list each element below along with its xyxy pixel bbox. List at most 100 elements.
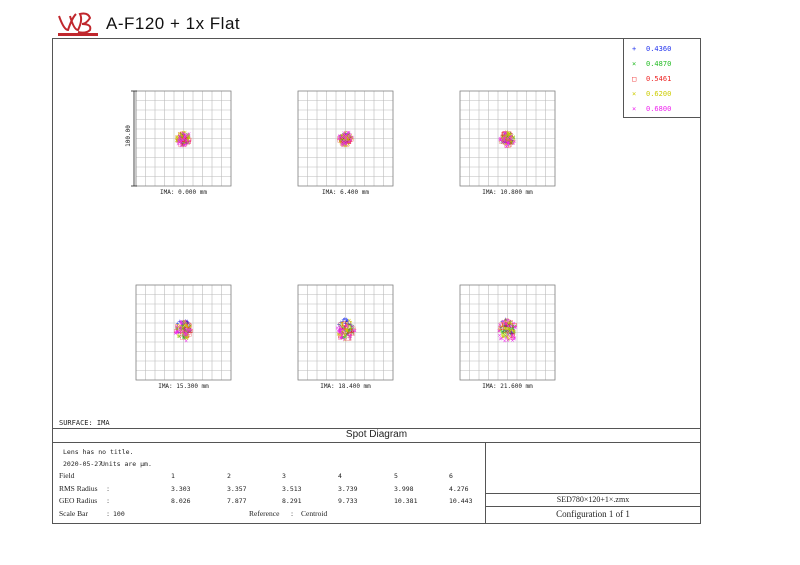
spot-point: × [501, 319, 505, 325]
spot-point: + [187, 326, 191, 332]
panel-label: IMA: 15.300 mm [158, 383, 209, 390]
spot-point: × [184, 336, 188, 342]
spot-point: × [498, 336, 502, 342]
spot-point: × [179, 132, 183, 138]
spot-point: × [501, 137, 505, 143]
legend-item: × 0.6800 [632, 105, 671, 113]
spot-point: + [343, 141, 347, 147]
spot-point: × [507, 320, 511, 326]
spot-point: + [175, 326, 179, 332]
spot-point: □ [182, 134, 187, 140]
spot-point: × [506, 133, 510, 139]
spot-point: □ [184, 326, 189, 332]
spot-point: × [508, 132, 512, 138]
divider [486, 506, 700, 507]
spot-point: + [509, 139, 513, 145]
spot-point: × [498, 328, 502, 334]
spot-point: × [338, 324, 342, 330]
spot-point: + [177, 330, 181, 336]
spot-point: × [180, 319, 184, 325]
spot-point: × [509, 132, 513, 138]
spot-point: + [184, 141, 188, 147]
spot-point: + [342, 139, 346, 145]
spot-point: × [184, 339, 188, 345]
spot-point: + [503, 323, 507, 329]
spot-point: × [184, 333, 188, 339]
spot-point: + [179, 137, 183, 143]
spot-point: + [507, 138, 511, 144]
spot-plot-area: + + + + + + + + + + + + + + + + + + + + + + + + + + × × × × × × × × × × × × × ×… [53, 39, 700, 429]
spot-point: + [175, 327, 179, 333]
spot-point: × [500, 139, 504, 145]
spot-point: □ [184, 331, 189, 337]
spot-point: □ [498, 326, 503, 332]
spot-point: × [506, 318, 510, 324]
spot-point: × [181, 143, 185, 149]
spot-point: □ [506, 324, 511, 330]
spot-point: × [508, 135, 512, 141]
spot-panel: ++++++++++++++++++++++++++××××××××××××××… [459, 90, 556, 196]
spot-point: × [501, 330, 505, 336]
spot-point: □ [347, 139, 352, 145]
spot-point: + [339, 135, 343, 141]
spot-point: + [510, 324, 514, 330]
spot-point: × [186, 327, 190, 333]
spot-point: × [506, 130, 510, 136]
rms-value: 3.739 [338, 485, 358, 493]
spot-point: + [347, 140, 351, 146]
spot-point: × [344, 324, 348, 330]
spot-point: × [500, 134, 504, 140]
spot-point: × [506, 332, 510, 338]
spot-point: × [185, 138, 189, 144]
spot-point: × [502, 136, 506, 142]
spot-point: × [507, 327, 511, 333]
spot-point: × [506, 131, 510, 137]
spot-diagram-chart: + ++ +++++++ +++++++++++ +++++×× ×××××× ××××××… [125, 90, 556, 390]
panel-border [459, 284, 556, 381]
panel-border [297, 284, 394, 381]
spot-point: □ [510, 329, 515, 335]
spot-point: × [501, 137, 505, 143]
spot-point: □ [180, 330, 185, 336]
spot-point: × [337, 136, 341, 142]
spot-point: × [341, 143, 345, 149]
spot-point: × [506, 338, 510, 344]
spot-point: × [350, 324, 354, 330]
spot-point: × [176, 138, 180, 144]
spot-point: + [184, 138, 188, 144]
spot-point: □ [186, 330, 191, 336]
spot-point: + [509, 330, 513, 336]
spot-point: × [508, 139, 512, 145]
divider [486, 493, 700, 494]
spot-point: + [345, 132, 349, 138]
spot-point: □ [178, 142, 183, 148]
spot-point: × [338, 330, 342, 336]
spot-point: + [346, 132, 350, 138]
spot-point: × [498, 138, 502, 144]
spot-point: × [344, 137, 348, 143]
spot-point: + [349, 327, 353, 333]
spot-point: □ [511, 329, 516, 335]
spot-point: × [503, 135, 507, 141]
spot-point: + [510, 329, 514, 335]
rms-value: 3.303 [171, 485, 191, 493]
spot-point: + [508, 325, 512, 331]
spot-point: × [346, 138, 350, 144]
spot-point: × [185, 136, 189, 142]
spot-point: □ [502, 323, 507, 329]
spot-point: × [182, 336, 186, 342]
spot-point: × [503, 138, 507, 144]
spot-point: □ [507, 131, 512, 137]
spot-point: × [342, 135, 346, 141]
spot-point: × [182, 331, 186, 337]
spot-point: + [181, 332, 185, 338]
spot-point: × [340, 137, 344, 143]
report-header: A-F120 + 1x Flat [56, 8, 240, 40]
spot-point: □ [501, 131, 506, 137]
spot-point: × [186, 133, 190, 139]
spot-point: × [342, 135, 346, 141]
spot-point: × [182, 140, 186, 146]
spot-point: + [342, 139, 346, 145]
geo-label: GEO Radius [59, 496, 98, 505]
spot-point: + [347, 140, 351, 146]
